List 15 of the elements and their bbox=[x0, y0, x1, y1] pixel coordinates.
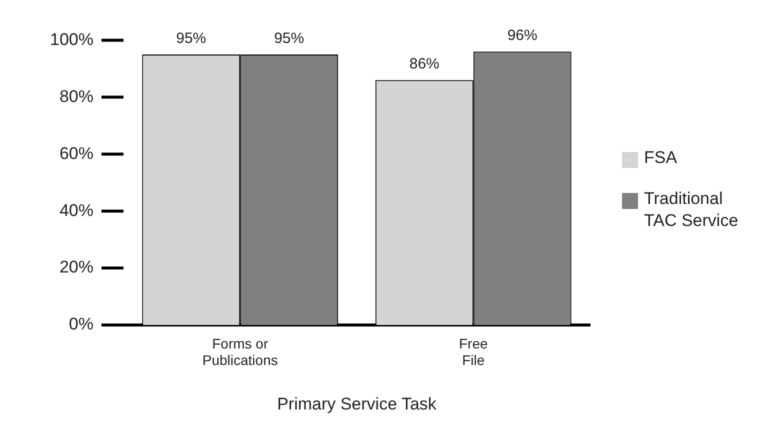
x-tick-label: Free File bbox=[458, 335, 488, 368]
legend-label: FSA bbox=[644, 147, 678, 169]
y-tick-label: 40% bbox=[59, 200, 94, 220]
y-tick-label: 60% bbox=[59, 144, 94, 163]
data-label: 96% bbox=[507, 27, 538, 44]
data-label: 95% bbox=[176, 30, 206, 48]
y-tick-label: 100% bbox=[50, 30, 94, 49]
y-tick-label: 20% bbox=[59, 258, 94, 277]
x-axis-title: Primary Service Task bbox=[277, 394, 437, 414]
y-tick-label: 80% bbox=[59, 86, 94, 106]
data-label: 95% bbox=[274, 30, 304, 48]
data-label: 86% bbox=[409, 56, 440, 73]
x-tick-label: Forms or Publications bbox=[202, 335, 278, 368]
legend-label: Traditional TAC Service bbox=[644, 188, 740, 232]
y-tick-label: 0% bbox=[68, 314, 94, 334]
